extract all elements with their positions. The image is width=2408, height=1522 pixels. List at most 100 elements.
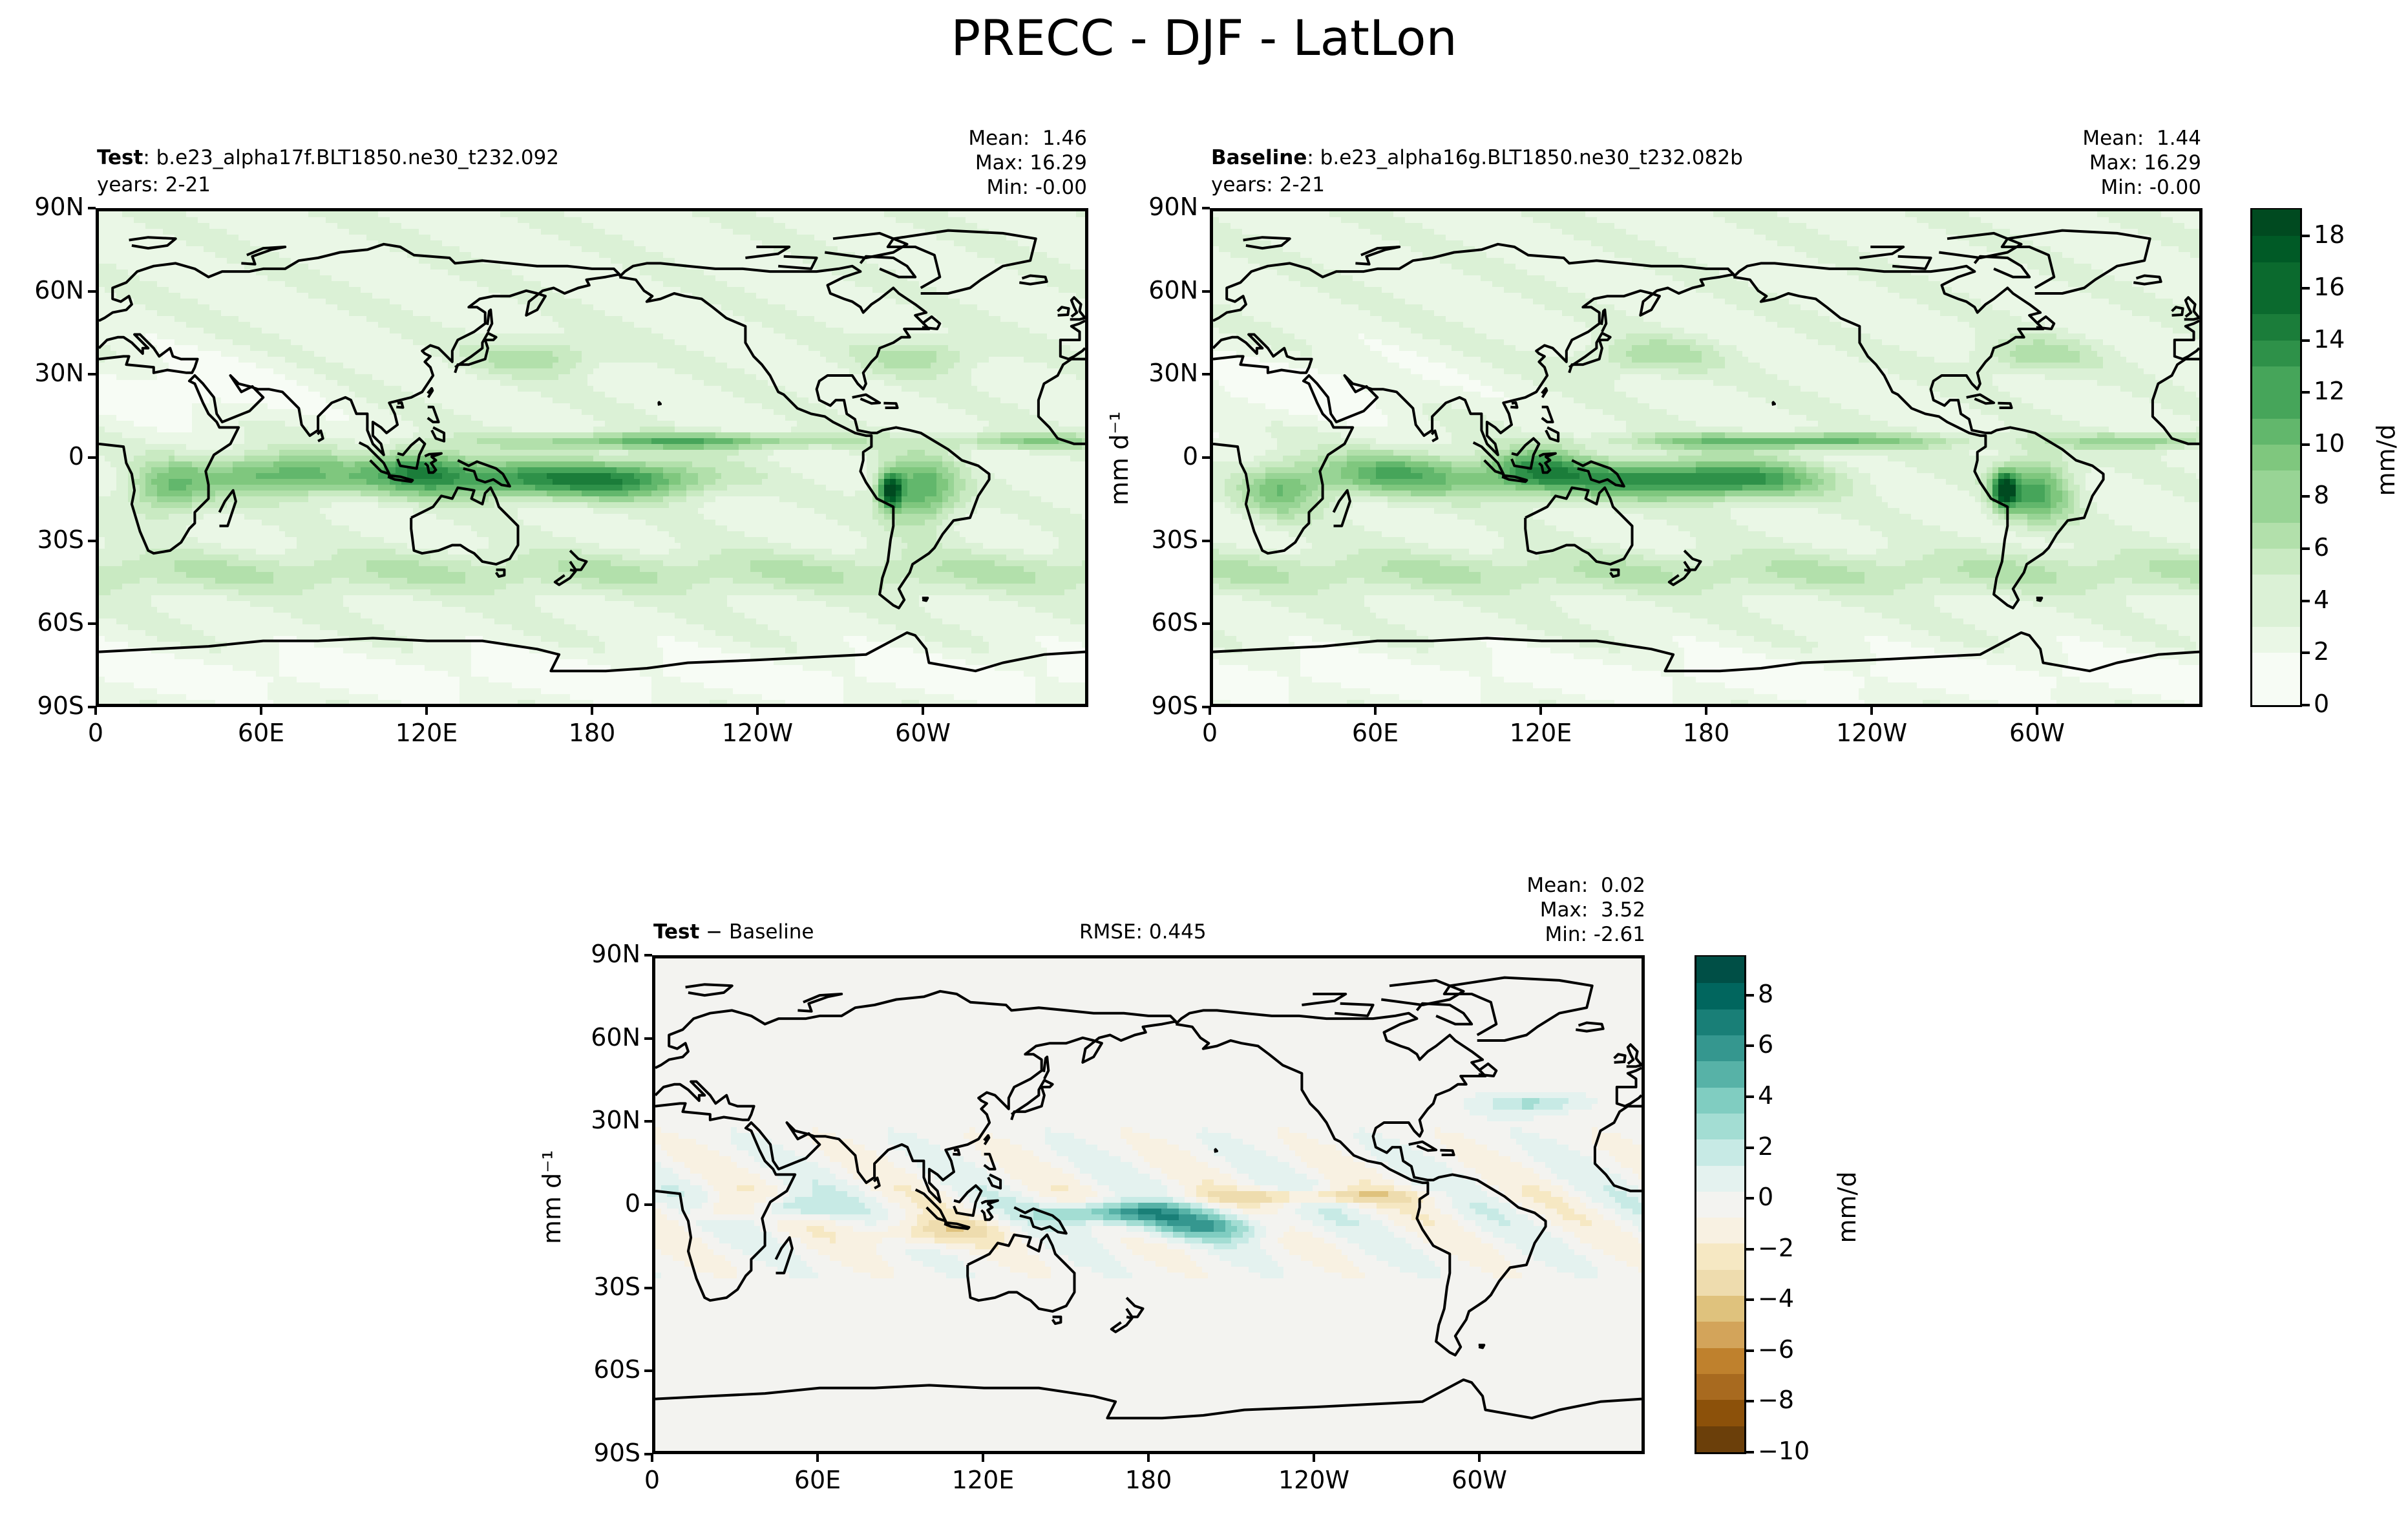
field-cell — [617, 223, 623, 229]
field-cell — [803, 310, 809, 317]
field-cell — [407, 240, 414, 247]
field-cell — [890, 328, 896, 334]
field-cell — [454, 258, 460, 264]
field-cell — [355, 275, 361, 282]
field-cell — [570, 281, 576, 288]
field-cell — [1018, 258, 1024, 264]
field-cell — [227, 339, 233, 346]
test-stat-min: Min: -0.00 — [986, 174, 1087, 201]
field-cell — [587, 258, 594, 264]
field-cell — [151, 363, 158, 369]
field-cell — [721, 211, 728, 218]
field-cell — [122, 211, 129, 218]
field-cell — [332, 293, 338, 299]
field-cell — [861, 316, 867, 322]
field-cell — [396, 322, 402, 328]
field-cell — [884, 217, 891, 224]
field-cell — [942, 363, 949, 369]
field-cell — [425, 299, 431, 305]
field-cell — [628, 339, 635, 346]
field-cell — [349, 211, 355, 218]
field-cell — [396, 229, 402, 235]
field-cell — [1047, 258, 1053, 264]
field-cell — [774, 293, 780, 299]
field-cell — [768, 258, 774, 264]
field-cell — [634, 240, 640, 247]
field-cell — [506, 310, 512, 317]
field-cell — [425, 293, 431, 299]
field-cell — [366, 345, 373, 352]
field-cell — [896, 299, 902, 305]
field-cell — [663, 217, 670, 224]
field-cell — [646, 322, 652, 328]
field-cell — [140, 322, 146, 328]
field-cell — [587, 299, 594, 305]
field-cell — [669, 258, 675, 264]
field-cell — [1000, 345, 1007, 352]
field-cell — [1041, 287, 1048, 293]
field-cell — [622, 211, 629, 218]
field-cell — [169, 293, 175, 299]
field-cell — [657, 357, 664, 363]
field-cell — [791, 345, 797, 352]
field-cell — [785, 310, 792, 317]
field-cell — [925, 211, 931, 218]
field-cell — [169, 345, 175, 352]
field-cell — [715, 287, 722, 293]
field-cell — [843, 374, 850, 381]
field-cell — [646, 339, 652, 346]
field-cell — [1024, 345, 1030, 352]
field-cell — [1070, 328, 1077, 334]
field-cell — [622, 264, 629, 270]
field-cell — [1024, 351, 1030, 357]
field-cell — [105, 270, 111, 276]
field-cell — [954, 304, 960, 311]
field-cell — [151, 229, 158, 235]
field-cell — [221, 235, 227, 241]
field-cell — [605, 235, 611, 241]
field-cell — [273, 299, 280, 305]
field-cell — [628, 246, 635, 253]
field-cell — [494, 211, 501, 218]
field-cell — [681, 287, 687, 293]
field-cell — [192, 299, 198, 305]
field-cell — [1064, 211, 1071, 218]
field-cell — [756, 322, 763, 328]
field-cell — [884, 339, 891, 346]
field-cell — [390, 252, 396, 259]
field-cell — [1076, 368, 1083, 375]
field-cell — [366, 310, 373, 317]
field-cell — [919, 217, 925, 224]
field-cell — [151, 252, 158, 259]
field-cell — [122, 333, 129, 340]
field-cell — [872, 211, 879, 218]
field-cell — [558, 304, 565, 311]
field-cell — [419, 217, 425, 224]
field-cell — [593, 293, 600, 299]
field-cell — [884, 229, 891, 235]
field-cell — [849, 339, 856, 346]
field-cell — [960, 374, 966, 381]
field-cell — [500, 264, 507, 270]
field-cell — [913, 304, 920, 311]
field-cell — [384, 363, 390, 369]
field-cell — [378, 310, 385, 317]
field-cell — [355, 333, 361, 340]
field-cell — [878, 374, 885, 381]
field-cell — [733, 229, 739, 235]
field-cell — [593, 223, 600, 229]
field-cell — [500, 316, 507, 322]
field-cell — [500, 368, 507, 375]
field-cell — [1006, 270, 1013, 276]
field-cell — [541, 235, 547, 241]
field-cell — [768, 339, 774, 346]
field-cell — [582, 293, 588, 299]
field-cell — [611, 310, 617, 317]
field-cell — [634, 211, 640, 218]
field-cell — [838, 293, 844, 299]
field-cell — [320, 374, 326, 381]
field-cell — [954, 339, 960, 346]
field-cell — [442, 304, 449, 311]
field-cell — [587, 240, 594, 247]
field-cell — [727, 368, 734, 375]
